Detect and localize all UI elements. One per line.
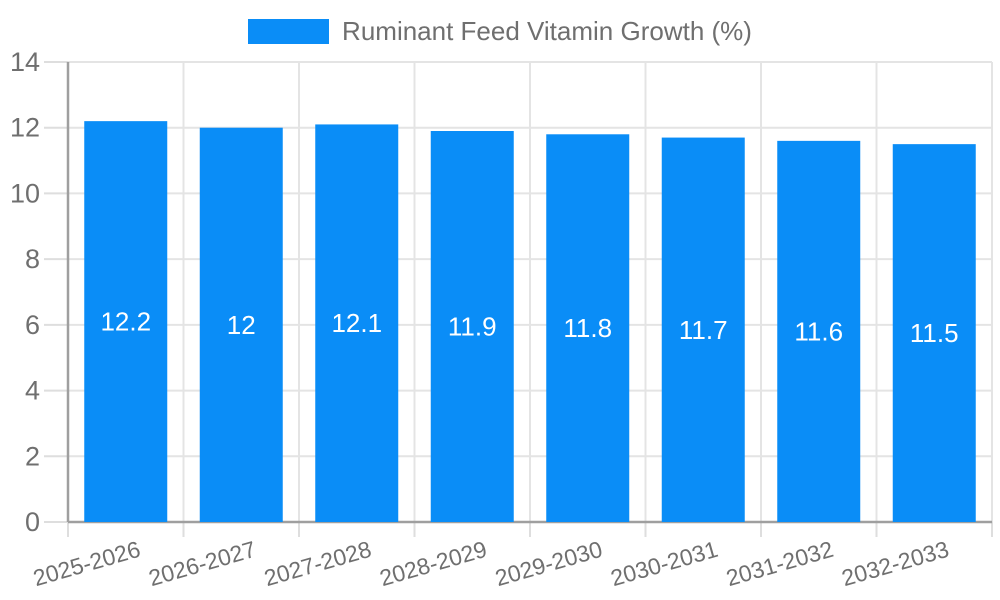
y-tick-label: 0 xyxy=(25,507,40,537)
bar-2026-2027[interactable] xyxy=(199,127,283,522)
y-tick-label: 8 xyxy=(25,244,40,274)
y-tick-label: 10 xyxy=(10,178,40,208)
bar-2028-2029[interactable] xyxy=(430,131,514,522)
bar-2029-2030[interactable] xyxy=(546,134,630,523)
bar-value-label: 11.9 xyxy=(448,312,497,342)
bar-value-label: 11.7 xyxy=(679,315,728,345)
y-tick-label: 6 xyxy=(25,310,40,340)
y-tick-label: 14 xyxy=(10,47,40,77)
bar-value-label: 11.5 xyxy=(910,318,959,348)
bar-2032-2033[interactable] xyxy=(892,144,976,522)
bar-2025-2026[interactable] xyxy=(84,121,168,523)
bar-value-label: 12 xyxy=(227,310,256,340)
bar-value-label: 11.8 xyxy=(563,313,612,343)
bar-2030-2031[interactable] xyxy=(661,137,745,523)
bar-2027-2028[interactable] xyxy=(315,124,399,522)
y-tick-label: 12 xyxy=(10,113,40,143)
bar-2031-2032[interactable] xyxy=(777,140,861,522)
legend-item[interactable]: Ruminant Feed Vitamin Growth (%) xyxy=(248,17,752,45)
legend-label: Ruminant Feed Vitamin Growth (%) xyxy=(342,16,752,46)
bar-value-label: 11.6 xyxy=(794,316,843,346)
y-tick-label: 4 xyxy=(25,376,40,406)
bar-value-label: 12.2 xyxy=(100,307,151,337)
chart-legend: Ruminant Feed Vitamin Growth (%) xyxy=(0,17,1000,45)
legend-swatch xyxy=(248,18,330,44)
y-tick-label: 2 xyxy=(25,441,40,471)
bar-value-label: 12.1 xyxy=(331,308,382,338)
